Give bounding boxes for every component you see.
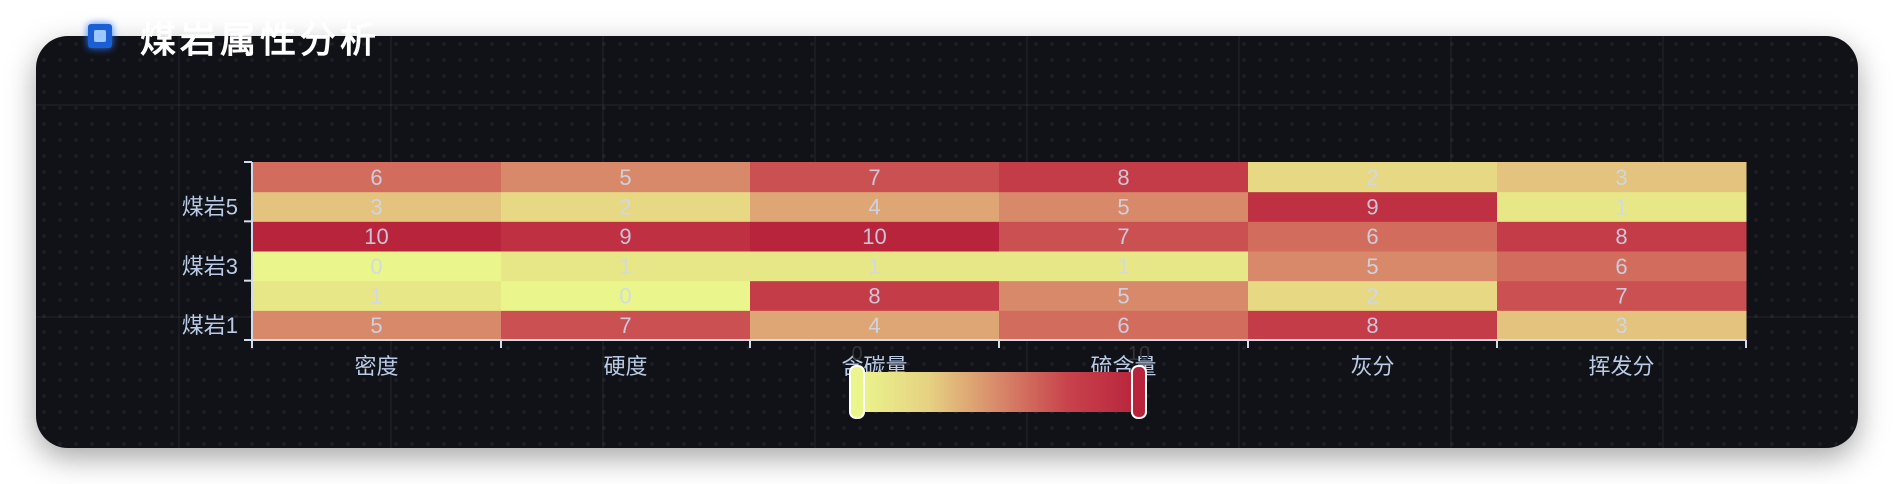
heatmap-cell[interactable] (252, 191, 502, 222)
heatmap-cell[interactable] (1497, 251, 1747, 282)
heatmap-cell[interactable] (750, 310, 1000, 341)
visual-map-max-handle[interactable] (1131, 365, 1147, 419)
heatmap-cell[interactable] (501, 191, 751, 222)
cell-value-label: 5 (370, 313, 382, 338)
cell-value-label: 0 (619, 284, 631, 309)
cell-value-label: 3 (370, 195, 382, 220)
cell-value-label: 6 (1117, 313, 1129, 338)
cell-value-label: 3 (1615, 313, 1627, 338)
heatmap-cell[interactable] (999, 221, 1249, 252)
heatmap-cell[interactable] (501, 310, 751, 341)
x-tick-label: 挥发分 (1588, 354, 1654, 379)
heatmap-cell[interactable] (1497, 191, 1747, 222)
cell-value-label: 1 (619, 254, 631, 279)
heatmap-cell[interactable] (252, 221, 502, 252)
cell-value-label: 5 (1117, 284, 1129, 309)
visual-map-min-handle[interactable] (849, 365, 865, 419)
heatmap-cell[interactable] (1248, 162, 1498, 193)
title-square-icon (88, 24, 112, 48)
heatmap-cell[interactable] (1248, 251, 1498, 282)
cell-value-label: 5 (1366, 254, 1378, 279)
visual-map-min-label: 0 (851, 343, 862, 365)
heatmap-cell[interactable] (252, 251, 502, 282)
cell-value-label: 7 (1117, 224, 1129, 249)
panel-title: 煤岩属性分析 (140, 19, 381, 60)
heatmap-cell[interactable] (999, 191, 1249, 222)
heatmap-cell[interactable] (750, 280, 1000, 311)
y-tick-label: 煤岩5 (182, 195, 238, 220)
cell-value-label: 8 (868, 284, 880, 309)
cell-value-label: 4 (868, 195, 880, 220)
heatmap-cell[interactable] (1248, 221, 1498, 252)
cell-value-label: 5 (1117, 195, 1129, 220)
heatmap-cell[interactable] (1497, 280, 1747, 311)
cell-value-label: 4 (868, 313, 880, 338)
cell-value-label: 7 (1615, 284, 1627, 309)
cell-value-label: 7 (868, 165, 880, 190)
cell-value-label: 5 (619, 165, 631, 190)
heatmap-cell[interactable] (501, 221, 751, 252)
cell-value-label: 2 (1366, 165, 1378, 190)
x-tick-label: 灰分 (1350, 354, 1394, 379)
heatmap-cell[interactable] (501, 162, 751, 193)
heatmap-cell[interactable] (1248, 280, 1498, 311)
cell-value-label: 0 (370, 254, 382, 279)
x-tick-label: 硬度 (603, 354, 647, 379)
visual-map-max-label: 10 (1128, 343, 1150, 365)
heatmap-cell[interactable] (999, 162, 1249, 193)
heatmap-cell[interactable] (750, 191, 1000, 222)
cell-value-label: 8 (1366, 313, 1378, 338)
cell-value-label: 2 (619, 195, 631, 220)
heatmap-cell[interactable] (1248, 191, 1498, 222)
cell-value-label: 10 (862, 224, 886, 249)
visual-map-bar[interactable] (858, 372, 1138, 412)
cell-value-label: 6 (370, 165, 382, 190)
heatmap-cell[interactable] (750, 251, 1000, 282)
cell-value-label: 7 (619, 313, 631, 338)
heatmap-cell[interactable] (252, 162, 502, 193)
heatmap-cell[interactable] (501, 251, 751, 282)
cell-value-label: 6 (1615, 254, 1627, 279)
heatmap-cell[interactable] (999, 251, 1249, 282)
heatmap-cell[interactable] (1497, 162, 1747, 193)
heatmap-cell[interactable] (1497, 310, 1747, 341)
cell-value-label: 3 (1615, 165, 1627, 190)
heatmap-cell[interactable] (252, 310, 502, 341)
cell-value-label: 6 (1366, 224, 1378, 249)
heatmap-cell[interactable] (999, 310, 1249, 341)
heatmap-cell[interactable] (1497, 221, 1747, 252)
heatmap-cell[interactable] (750, 162, 1000, 193)
cell-value-label: 8 (1117, 165, 1129, 190)
cell-value-label: 1 (1117, 254, 1129, 279)
cell-value-label: 8 (1615, 224, 1627, 249)
cell-value-label: 2 (1366, 284, 1378, 309)
heatmap-cell[interactable] (1248, 310, 1498, 341)
x-tick-label: 密度 (354, 354, 398, 379)
cell-value-label: 9 (1366, 195, 1378, 220)
y-tick-label: 煤岩1 (182, 313, 238, 338)
cell-value-label: 1 (868, 254, 880, 279)
cell-value-label: 1 (1615, 195, 1627, 220)
heatmap-cell[interactable] (750, 221, 1000, 252)
heatmap-cell[interactable] (999, 280, 1249, 311)
heatmap-cell[interactable] (501, 280, 751, 311)
y-tick-label: 煤岩3 (182, 254, 238, 279)
cell-value-label: 10 (364, 224, 388, 249)
cell-value-label: 9 (619, 224, 631, 249)
cell-value-label: 1 (370, 284, 382, 309)
heatmap-cell[interactable] (252, 280, 502, 311)
